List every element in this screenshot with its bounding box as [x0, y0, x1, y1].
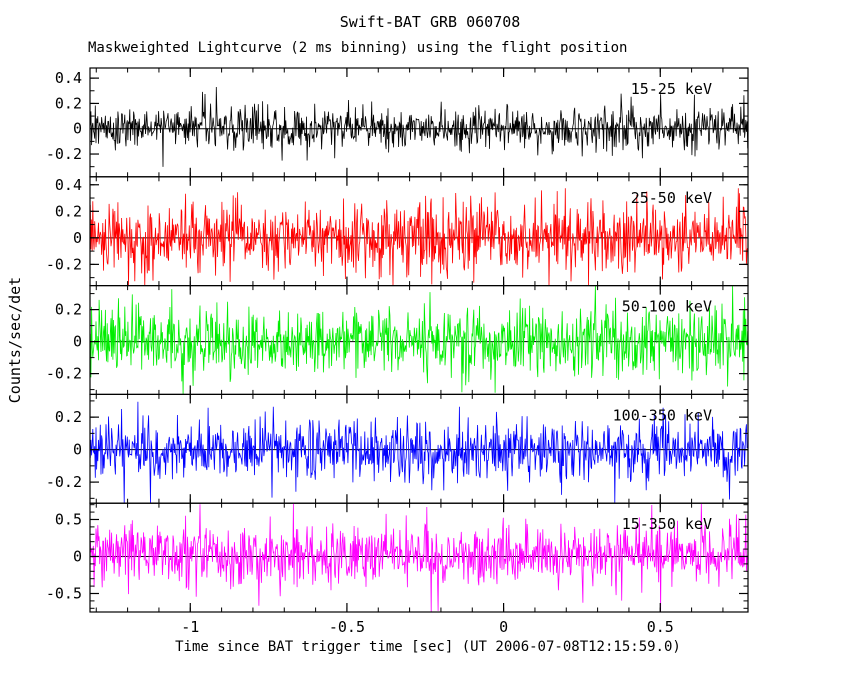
y-tick-label: -0.2: [46, 365, 82, 383]
panel-frame: [89, 502, 749, 613]
series-1: [89, 188, 749, 286]
chart-subtitle: Maskweighted Lightcurve (2 ms binning) u…: [88, 40, 627, 56]
y-tick-label: 0.5: [55, 510, 82, 528]
x-tick-label: 0: [499, 618, 508, 636]
y-tick-label: 0: [73, 120, 82, 138]
series-4: [89, 503, 749, 613]
y-tick-label: 0.2: [55, 408, 82, 426]
x-tick-label: 0.5: [647, 618, 674, 636]
band-label: 25-50 keV: [631, 189, 712, 207]
y-tick-label: 0: [73, 333, 82, 351]
plot-area: -0.2 0 0.2 0.4 15-25 keV -0.2 0 0.2 0.4 25-50 keV…: [46, 67, 749, 636]
y-tick-label: 0.2: [55, 202, 82, 220]
y-tick-label: 0: [73, 547, 82, 565]
x-tick-label: -0.5: [329, 618, 365, 636]
y-tick-label: 0: [73, 441, 82, 459]
band-label: 100-350 keV: [613, 406, 712, 424]
x-tick-label: -1: [181, 618, 199, 636]
chart-title: Swift-BAT GRB 060708: [340, 13, 521, 31]
y-tick-label: 0.4: [55, 176, 82, 194]
y-tick-label: 0.4: [55, 69, 82, 87]
band-label: 50-100 keV: [622, 298, 712, 316]
y-tick-label: -0.2: [46, 145, 82, 163]
y-tick-label: 0: [73, 229, 82, 247]
series-2: [89, 285, 749, 395]
y-tick-label: -0.2: [46, 473, 82, 491]
x-axis-label: Time since BAT trigger time [sec] (UT 20…: [175, 639, 681, 655]
y-tick-label: -0.5: [46, 584, 82, 602]
band-label: 15-350 keV: [622, 515, 712, 533]
series-3: [89, 401, 748, 504]
y-tick-label: -0.2: [46, 255, 82, 273]
band-label: 15-25 keV: [631, 80, 712, 98]
y-tick-label: 0.2: [55, 301, 82, 319]
series-0: [89, 86, 749, 167]
y-axis-label: Counts/sec/det: [6, 277, 24, 403]
y-tick-label: 0.2: [55, 94, 82, 112]
